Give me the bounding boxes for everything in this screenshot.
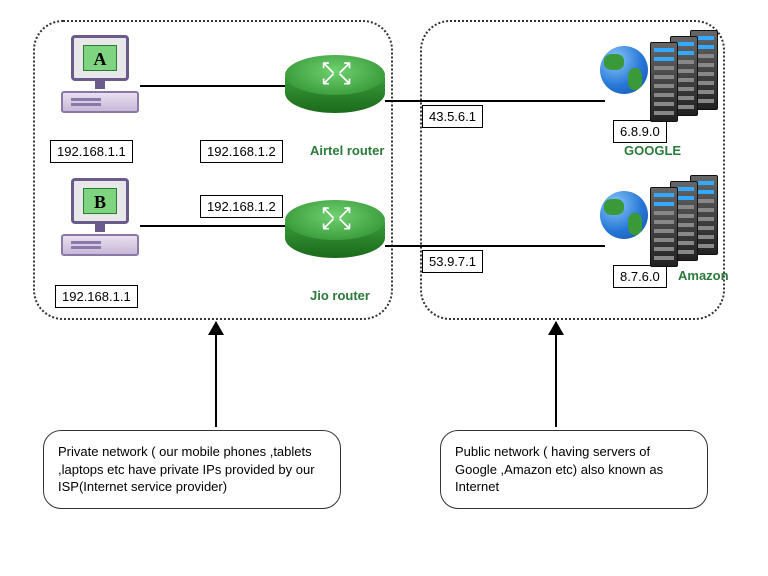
pc-b-ip-label: 192.168.1.1: [55, 285, 138, 308]
jio-wan-ip: 53.9.7.1: [422, 250, 483, 273]
server-rack-icon: [650, 175, 720, 267]
wire-airtel-google: [385, 100, 605, 102]
router-jio: ↖ ↗↙ ↘: [285, 200, 385, 275]
wire-jio-amazon: [385, 245, 605, 247]
server-amazon: [600, 175, 720, 270]
globe-icon: [600, 46, 648, 94]
wire-pc-b-router: [140, 225, 290, 227]
jio-label: Jio router: [310, 288, 370, 303]
airtel-wan-ip: 43.5.6.1: [422, 105, 483, 128]
globe-icon: [600, 191, 648, 239]
computer-b: B: [60, 178, 140, 268]
jio-lan-ip: 192.168.1.2: [200, 195, 283, 218]
computer-a: A: [60, 35, 140, 125]
computer-b-letter: B: [83, 188, 117, 214]
server-rack-icon: [650, 30, 720, 122]
computer-a-letter: A: [83, 45, 117, 71]
arrow-public: [555, 322, 557, 427]
public-callout: Public network ( having servers of Googl…: [440, 430, 708, 509]
amazon-label: Amazon: [678, 268, 729, 283]
pc-a-ip-label: 192.168.1.1: [50, 140, 133, 163]
airtel-label: Airtel router: [310, 143, 384, 158]
airtel-lan-ip: 192.168.1.2: [200, 140, 283, 163]
google-ip-label: 6.8.9.0: [613, 120, 667, 143]
arrow-private: [215, 322, 217, 427]
google-label: GOOGLE: [624, 143, 681, 158]
amazon-ip-label: 8.7.6.0: [613, 265, 667, 288]
router-airtel: ↖ ↗↙ ↘: [285, 55, 385, 130]
private-callout: Private network ( our mobile phones ,tab…: [43, 430, 341, 509]
wire-pc-a-router: [140, 85, 290, 87]
server-google: [600, 30, 720, 125]
